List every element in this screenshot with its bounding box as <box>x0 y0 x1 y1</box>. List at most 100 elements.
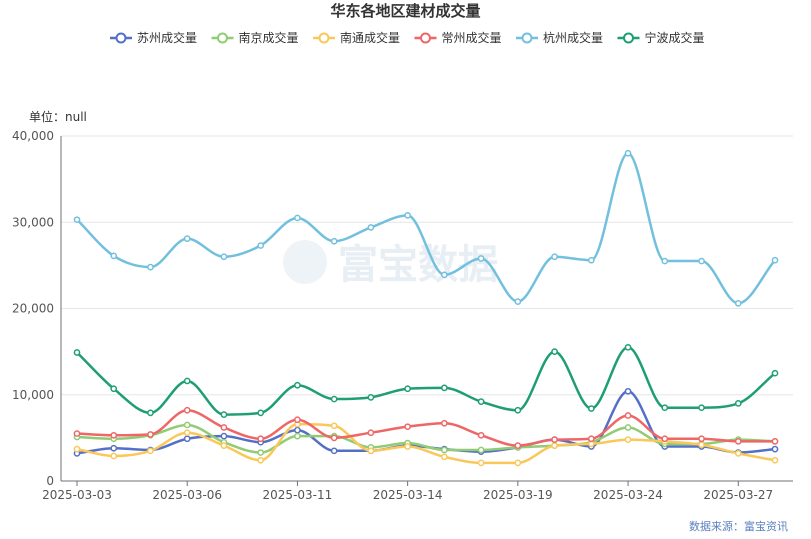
data-point[interactable] <box>330 447 338 455</box>
data-point[interactable] <box>330 422 338 430</box>
data-point[interactable] <box>294 432 301 440</box>
data-point[interactable] <box>183 235 191 242</box>
data-point[interactable] <box>587 405 595 412</box>
data-point[interactable] <box>661 435 669 443</box>
data-point[interactable] <box>624 343 632 351</box>
data-point[interactable] <box>477 398 485 405</box>
data-point[interactable] <box>551 436 558 443</box>
data-point[interactable] <box>220 424 228 431</box>
data-point[interactable] <box>183 429 191 437</box>
data-point[interactable] <box>294 416 301 424</box>
data-point[interactable] <box>551 253 558 261</box>
data-point[interactable] <box>147 447 154 455</box>
data-point[interactable] <box>257 449 265 456</box>
data-point[interactable] <box>110 431 118 439</box>
data-point[interactable] <box>477 459 485 467</box>
data-point[interactable] <box>587 440 595 448</box>
data-point[interactable] <box>330 395 338 403</box>
data-point[interactable] <box>698 435 705 443</box>
data-point[interactable] <box>734 450 742 457</box>
data-point[interactable] <box>734 299 742 307</box>
data-point[interactable] <box>551 442 558 449</box>
legend-item[interactable]: 南通成交量 <box>313 30 400 45</box>
legend-item[interactable]: 苏州成交量 <box>110 30 197 45</box>
data-point[interactable] <box>73 430 81 437</box>
data-point[interactable] <box>624 412 632 419</box>
series-3[interactable] <box>73 406 779 449</box>
data-point[interactable] <box>477 255 485 262</box>
data-point[interactable] <box>477 431 485 439</box>
data-point[interactable] <box>734 437 742 445</box>
legend-item[interactable]: 杭州成交量 <box>516 30 603 45</box>
data-point[interactable] <box>771 456 779 464</box>
data-point[interactable] <box>147 409 154 417</box>
data-point[interactable] <box>587 435 595 443</box>
data-point[interactable] <box>367 447 375 455</box>
data-point[interactable] <box>257 435 265 443</box>
data-point[interactable] <box>294 381 301 389</box>
data-point[interactable] <box>771 437 779 445</box>
data-point[interactable] <box>698 404 705 412</box>
data-point[interactable] <box>404 443 411 450</box>
data-point[interactable] <box>624 436 632 443</box>
data-point[interactable] <box>624 424 632 431</box>
data-point[interactable] <box>441 384 448 392</box>
data-point[interactable] <box>624 149 632 157</box>
data-point[interactable] <box>477 446 485 454</box>
data-point[interactable] <box>183 421 191 429</box>
data-point[interactable] <box>771 445 779 453</box>
legend-item[interactable]: 常州成交量 <box>414 30 502 45</box>
data-point[interactable] <box>367 429 375 437</box>
data-point[interactable] <box>661 404 669 412</box>
data-point[interactable] <box>441 271 448 279</box>
data-point[interactable] <box>220 253 228 261</box>
data-point[interactable] <box>367 224 375 231</box>
data-point[interactable] <box>110 252 118 260</box>
data-point[interactable] <box>257 242 265 249</box>
data-point[interactable] <box>441 446 448 454</box>
data-point[interactable] <box>624 387 632 395</box>
data-point[interactable] <box>330 434 338 442</box>
data-point[interactable] <box>294 426 301 434</box>
data-point[interactable] <box>367 393 375 401</box>
data-point[interactable] <box>514 406 522 414</box>
data-point[interactable] <box>220 432 228 440</box>
data-point[interactable] <box>73 216 81 224</box>
legend-item[interactable]: 南京成交量 <box>211 30 299 45</box>
data-point[interactable] <box>514 459 522 467</box>
data-point[interactable] <box>404 385 411 393</box>
series-4[interactable] <box>73 149 779 307</box>
data-point[interactable] <box>587 256 595 264</box>
data-point[interactable] <box>73 445 81 453</box>
data-point[interactable] <box>294 214 301 222</box>
data-point[interactable] <box>220 411 228 418</box>
data-point[interactable] <box>220 442 228 449</box>
data-point[interactable] <box>771 256 779 264</box>
data-point[interactable] <box>110 385 118 393</box>
data-point[interactable] <box>441 453 448 461</box>
data-point[interactable] <box>698 441 705 449</box>
data-point[interactable] <box>771 369 779 377</box>
series-line[interactable] <box>76 346 776 416</box>
data-point[interactable] <box>110 452 118 460</box>
legend-item[interactable]: 宁波成交量 <box>617 30 705 45</box>
data-point[interactable] <box>661 257 669 265</box>
data-point[interactable] <box>110 444 118 452</box>
data-point[interactable] <box>514 298 522 305</box>
data-point[interactable] <box>441 419 448 427</box>
series-5[interactable] <box>73 343 779 418</box>
data-point[interactable] <box>257 409 265 417</box>
data-point[interactable] <box>698 257 705 265</box>
data-point[interactable] <box>734 400 742 407</box>
data-point[interactable] <box>330 237 338 245</box>
data-point[interactable] <box>147 263 154 271</box>
data-point[interactable] <box>183 377 191 385</box>
data-point[interactable] <box>404 423 411 431</box>
data-point[interactable] <box>147 431 154 438</box>
data-point[interactable] <box>257 456 265 464</box>
data-point[interactable] <box>404 212 411 219</box>
data-point[interactable] <box>551 348 558 355</box>
data-point[interactable] <box>183 406 191 414</box>
data-point[interactable] <box>183 435 191 443</box>
legend[interactable]: 苏州成交量 南京成交量 南通成交量 常州成交量 杭州成交量 宁波成交量 <box>110 30 705 45</box>
